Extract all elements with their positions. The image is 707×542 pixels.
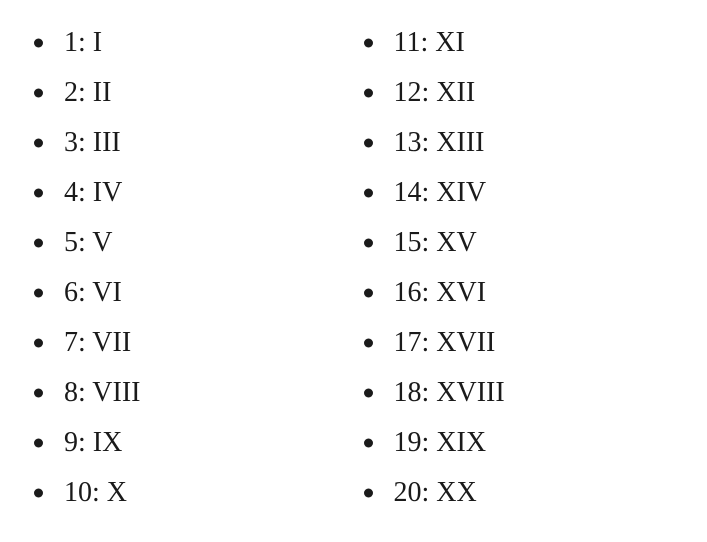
separator: :	[78, 227, 92, 258]
arabic-number: 18	[394, 377, 422, 408]
roman-numeral: XVI	[436, 277, 486, 308]
roman-numeral: XVII	[436, 327, 495, 358]
roman-numeral: IV	[93, 177, 123, 208]
arabic-number: 17	[394, 327, 422, 358]
arabic-number: 9	[64, 427, 78, 458]
separator: :	[422, 477, 437, 508]
list-item: 5: V	[28, 218, 358, 268]
roman-numeral-list: 1: I 2: II 3: III 4: IV 5: V 6: VI 7: VI…	[0, 0, 707, 542]
separator: :	[422, 277, 437, 308]
separator: :	[422, 327, 437, 358]
roman-numeral: IX	[93, 427, 123, 458]
separator: :	[422, 177, 437, 208]
list-item: 7: VII	[28, 318, 358, 368]
roman-numeral: VII	[92, 327, 131, 358]
roman-numeral: V	[92, 227, 112, 258]
roman-numeral: XVIII	[436, 377, 504, 408]
list-item: 3: III	[28, 118, 358, 168]
arabic-number: 8	[64, 377, 78, 408]
arabic-number: 7	[64, 327, 78, 358]
list-item: 16: XVI	[358, 268, 688, 318]
arabic-number: 13	[394, 127, 422, 158]
list-left: 1: I 2: II 3: III 4: IV 5: V 6: VI 7: VI…	[28, 18, 358, 518]
arabic-number: 4	[64, 177, 78, 208]
separator: :	[78, 27, 93, 58]
separator: :	[78, 427, 93, 458]
list-item: 19: XIX	[358, 418, 688, 468]
roman-numeral: VIII	[92, 377, 140, 408]
arabic-number: 20	[394, 477, 422, 508]
arabic-number: 12	[394, 77, 422, 108]
arabic-number: 19	[394, 427, 422, 458]
roman-numeral: XV	[436, 227, 476, 258]
list-item: 2: II	[28, 68, 358, 118]
list-item: 12: XII	[358, 68, 688, 118]
column-right: 11: XI 12: XII 13: XIII 14: XIV 15: XV 1…	[358, 18, 688, 524]
list-item: 10: X	[28, 468, 358, 518]
separator: :	[420, 27, 435, 58]
roman-numeral: I	[93, 27, 102, 58]
arabic-number: 1	[64, 27, 78, 58]
separator: :	[422, 377, 437, 408]
separator: :	[78, 377, 92, 408]
list-item: 13: XIII	[358, 118, 688, 168]
roman-numeral: XI	[435, 27, 465, 58]
separator: :	[78, 77, 93, 108]
roman-numeral: III	[93, 127, 121, 158]
list-right: 11: XI 12: XII 13: XIII 14: XIV 15: XV 1…	[358, 18, 688, 518]
arabic-number: 10	[64, 477, 92, 508]
arabic-number: 16	[394, 277, 422, 308]
separator: :	[78, 327, 92, 358]
list-item: 15: XV	[358, 218, 688, 268]
list-item: 4: IV	[28, 168, 358, 218]
roman-numeral: XIII	[436, 127, 484, 158]
arabic-number: 15	[394, 227, 422, 258]
roman-numeral: XIV	[436, 177, 486, 208]
roman-numeral: XIX	[436, 427, 486, 458]
arabic-number: 3	[64, 127, 78, 158]
list-item: 9: IX	[28, 418, 358, 468]
arabic-number: 2	[64, 77, 78, 108]
list-item: 20: XX	[358, 468, 688, 518]
separator: :	[78, 277, 92, 308]
list-item: 1: I	[28, 18, 358, 68]
list-item: 8: VIII	[28, 368, 358, 418]
roman-numeral: XII	[436, 77, 475, 108]
separator: :	[78, 127, 93, 158]
list-item: 18: XVIII	[358, 368, 688, 418]
roman-numeral: II	[93, 77, 112, 108]
list-item: 17: XVII	[358, 318, 688, 368]
roman-numeral: XX	[436, 477, 476, 508]
arabic-number: 14	[394, 177, 422, 208]
separator: :	[422, 77, 437, 108]
list-item: 11: XI	[358, 18, 688, 68]
separator: :	[92, 477, 107, 508]
arabic-number: 5	[64, 227, 78, 258]
arabic-number: 11	[394, 27, 421, 58]
column-left: 1: I 2: II 3: III 4: IV 5: V 6: VI 7: VI…	[28, 18, 358, 524]
separator: :	[422, 127, 437, 158]
list-item: 14: XIV	[358, 168, 688, 218]
separator: :	[422, 227, 437, 258]
roman-numeral: VI	[92, 277, 122, 308]
arabic-number: 6	[64, 277, 78, 308]
separator: :	[422, 427, 437, 458]
separator: :	[78, 177, 93, 208]
list-item: 6: VI	[28, 268, 358, 318]
roman-numeral: X	[107, 477, 127, 508]
